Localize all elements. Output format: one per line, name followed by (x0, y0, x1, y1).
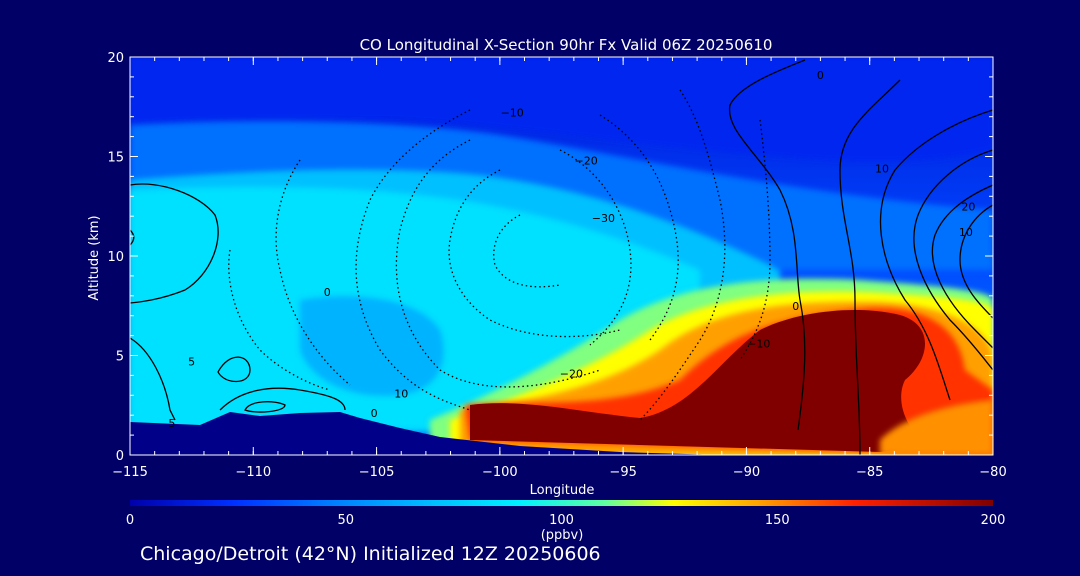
contour-label: 20 (961, 200, 975, 213)
x-axis: −115 −110 −105 −100 −95 −90 −85 −80 (112, 57, 1007, 480)
colorbar (130, 500, 993, 506)
y-axis: 0 5 10 15 20 (107, 51, 993, 464)
x-tick-label: −110 (235, 465, 271, 480)
y-tick-label: 0 (116, 449, 124, 464)
contour-label: 10 (394, 387, 408, 400)
contour-label: 0 (792, 300, 799, 313)
contour-label: −20 (560, 367, 583, 380)
contour-labels: 0 5 5 0 10 −10 −20 −30 −20 −10 0 0 10 20 10 (168, 69, 975, 430)
footer-caption: Chicago/Detroit (42°N) Initialized 12Z 2… (140, 543, 601, 565)
co-concentration-field (130, 57, 993, 455)
contour-label: 5 (188, 355, 195, 368)
x-tick-label: −85 (856, 465, 883, 480)
x-tick-label: −115 (112, 465, 148, 480)
contour-label: 10 (959, 226, 973, 239)
colorbar-unit-label: (ppbv) (541, 528, 584, 543)
colorbar-tick-label: 50 (337, 513, 354, 528)
y-tick-label: 15 (107, 151, 124, 166)
colorbar-ticks: 0 50 100 150 200 (126, 513, 1006, 528)
contour-label: 10 (875, 162, 889, 175)
x-tick-label: −95 (609, 465, 636, 480)
y-axis-label: Altitude (km) (87, 215, 102, 300)
y-tick-label: 5 (116, 350, 124, 365)
contour-label: 5 (168, 417, 175, 430)
colorbar-tick-label: 100 (549, 513, 574, 528)
contour-label: −10 (747, 338, 770, 351)
colorbar-tick-label: 150 (765, 513, 790, 528)
contour-lines-dotted (228, 89, 771, 421)
chart-title: CO Longitudinal X-Section 90hr Fx Valid … (360, 36, 773, 54)
x-tick-label: −105 (359, 465, 395, 480)
y-tick-label: 10 (107, 250, 124, 265)
x-axis-label: Longitude (530, 483, 595, 498)
x-tick-label: −80 (979, 465, 1006, 480)
x-tick-label: −100 (482, 465, 518, 480)
contour-label: 0 (371, 407, 378, 420)
contour-lines (130, 59, 993, 455)
contour-label: −10 (501, 107, 524, 120)
contour-label: 0 (324, 286, 331, 299)
y-tick-label: 20 (107, 51, 124, 66)
x-tick-label: −90 (733, 465, 760, 480)
colorbar-tick-label: 0 (126, 513, 134, 528)
contour-label: 0 (817, 69, 824, 82)
contour-label: −30 (592, 212, 615, 225)
colorbar-tick-label: 200 (981, 513, 1006, 528)
contour-label: −20 (575, 154, 598, 167)
